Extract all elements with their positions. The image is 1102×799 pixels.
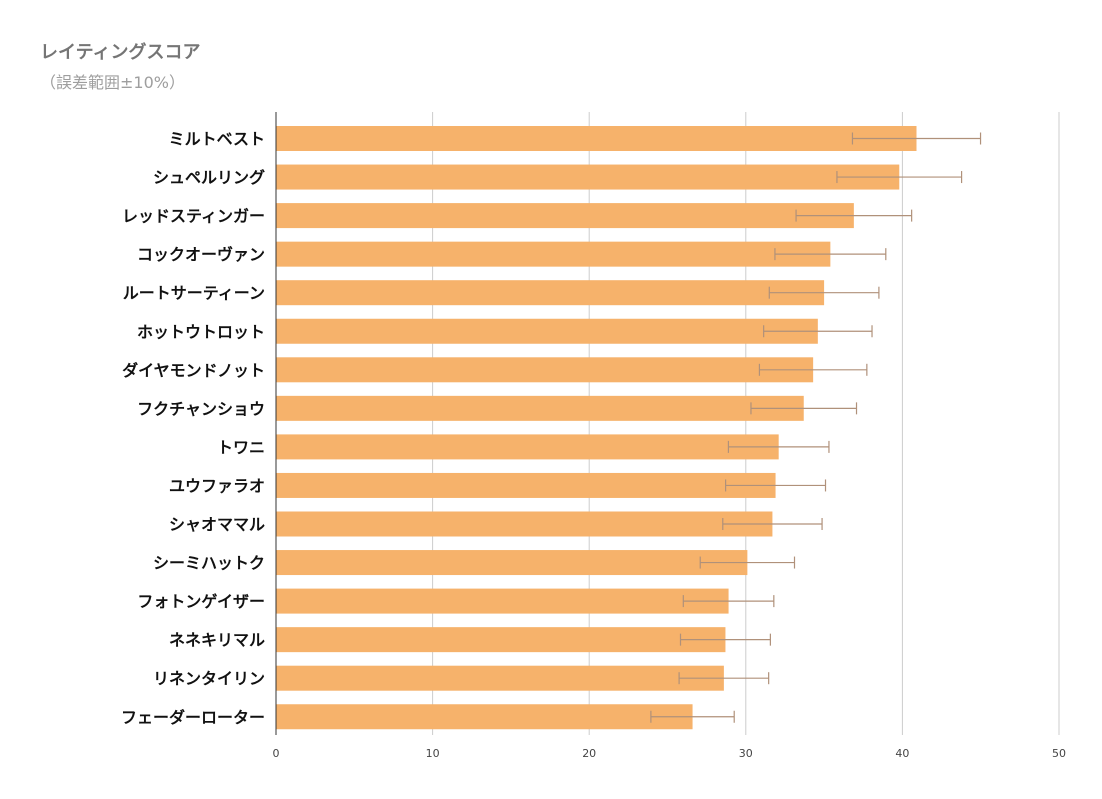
bar — [276, 241, 831, 267]
error-bar — [836, 171, 963, 184]
category-label: リネンタイリン — [153, 669, 265, 688]
error-bar — [851, 132, 982, 145]
x-tick-label: 20 — [582, 747, 596, 760]
error-bar — [650, 710, 735, 723]
x-tick-label: 30 — [739, 747, 753, 760]
bar — [276, 511, 773, 537]
bar — [276, 395, 804, 421]
bar — [276, 126, 917, 151]
category-label: ルートサーティーン — [123, 284, 265, 303]
bar — [276, 434, 779, 460]
chart-subtitle: （誤差範囲±10%） — [40, 73, 185, 92]
error-bar — [724, 479, 827, 492]
error-bars — [650, 132, 982, 723]
category-label: ホットウトロット — [137, 322, 265, 341]
x-tick-labels: 0 10 20 30 40 50 — [273, 747, 1067, 760]
bar — [276, 472, 776, 498]
category-label: ネネキリマル — [169, 631, 265, 650]
category-label: シャオママル — [169, 515, 265, 534]
x-tick-label: 50 — [1052, 747, 1066, 760]
category-label: シュペルリング — [153, 168, 265, 187]
error-bar — [682, 595, 775, 608]
category-label: フェーダーローター — [121, 708, 265, 727]
category-label: コックオーヴァン — [137, 245, 265, 264]
category-label: トワニ — [217, 438, 265, 457]
category-labels: ミルトベストシュペルリングレッドスティンガーコックオーヴァンルートサーティーンホ… — [121, 130, 265, 727]
chart-title: レイティングスコア — [40, 42, 201, 63]
error-bar — [699, 556, 796, 569]
x-tick-label: 0 — [273, 747, 280, 760]
error-bar — [727, 440, 830, 453]
bars — [276, 126, 917, 730]
error-bar — [763, 325, 873, 338]
bar — [276, 318, 818, 344]
bar — [276, 665, 724, 691]
category-label: レッドスティンガー — [122, 207, 265, 226]
bar — [276, 357, 814, 383]
bar — [276, 164, 900, 190]
error-bar — [774, 248, 887, 261]
bar — [276, 280, 825, 306]
error-bar — [750, 402, 858, 415]
category-label: シーミハットク — [153, 554, 265, 573]
bar — [276, 550, 748, 576]
category-label: フォトンゲイザー — [137, 592, 265, 611]
bar — [276, 203, 854, 229]
error-bar — [722, 518, 823, 530]
x-tick-label: 10 — [426, 747, 440, 760]
bar — [276, 588, 729, 614]
error-bar — [678, 672, 770, 685]
category-label: ミルトベスト — [169, 130, 265, 149]
error-bar — [758, 363, 868, 376]
error-bar — [795, 209, 913, 222]
category-label: フクチャンショウ — [137, 399, 265, 418]
category-label: ユウファラオ — [169, 476, 265, 495]
category-label: ダイヤモンドノット — [122, 361, 265, 380]
x-tick-label: 40 — [895, 747, 909, 760]
bar — [276, 627, 726, 653]
error-bar — [768, 286, 880, 299]
bar — [276, 704, 693, 730]
error-bar — [679, 633, 771, 646]
